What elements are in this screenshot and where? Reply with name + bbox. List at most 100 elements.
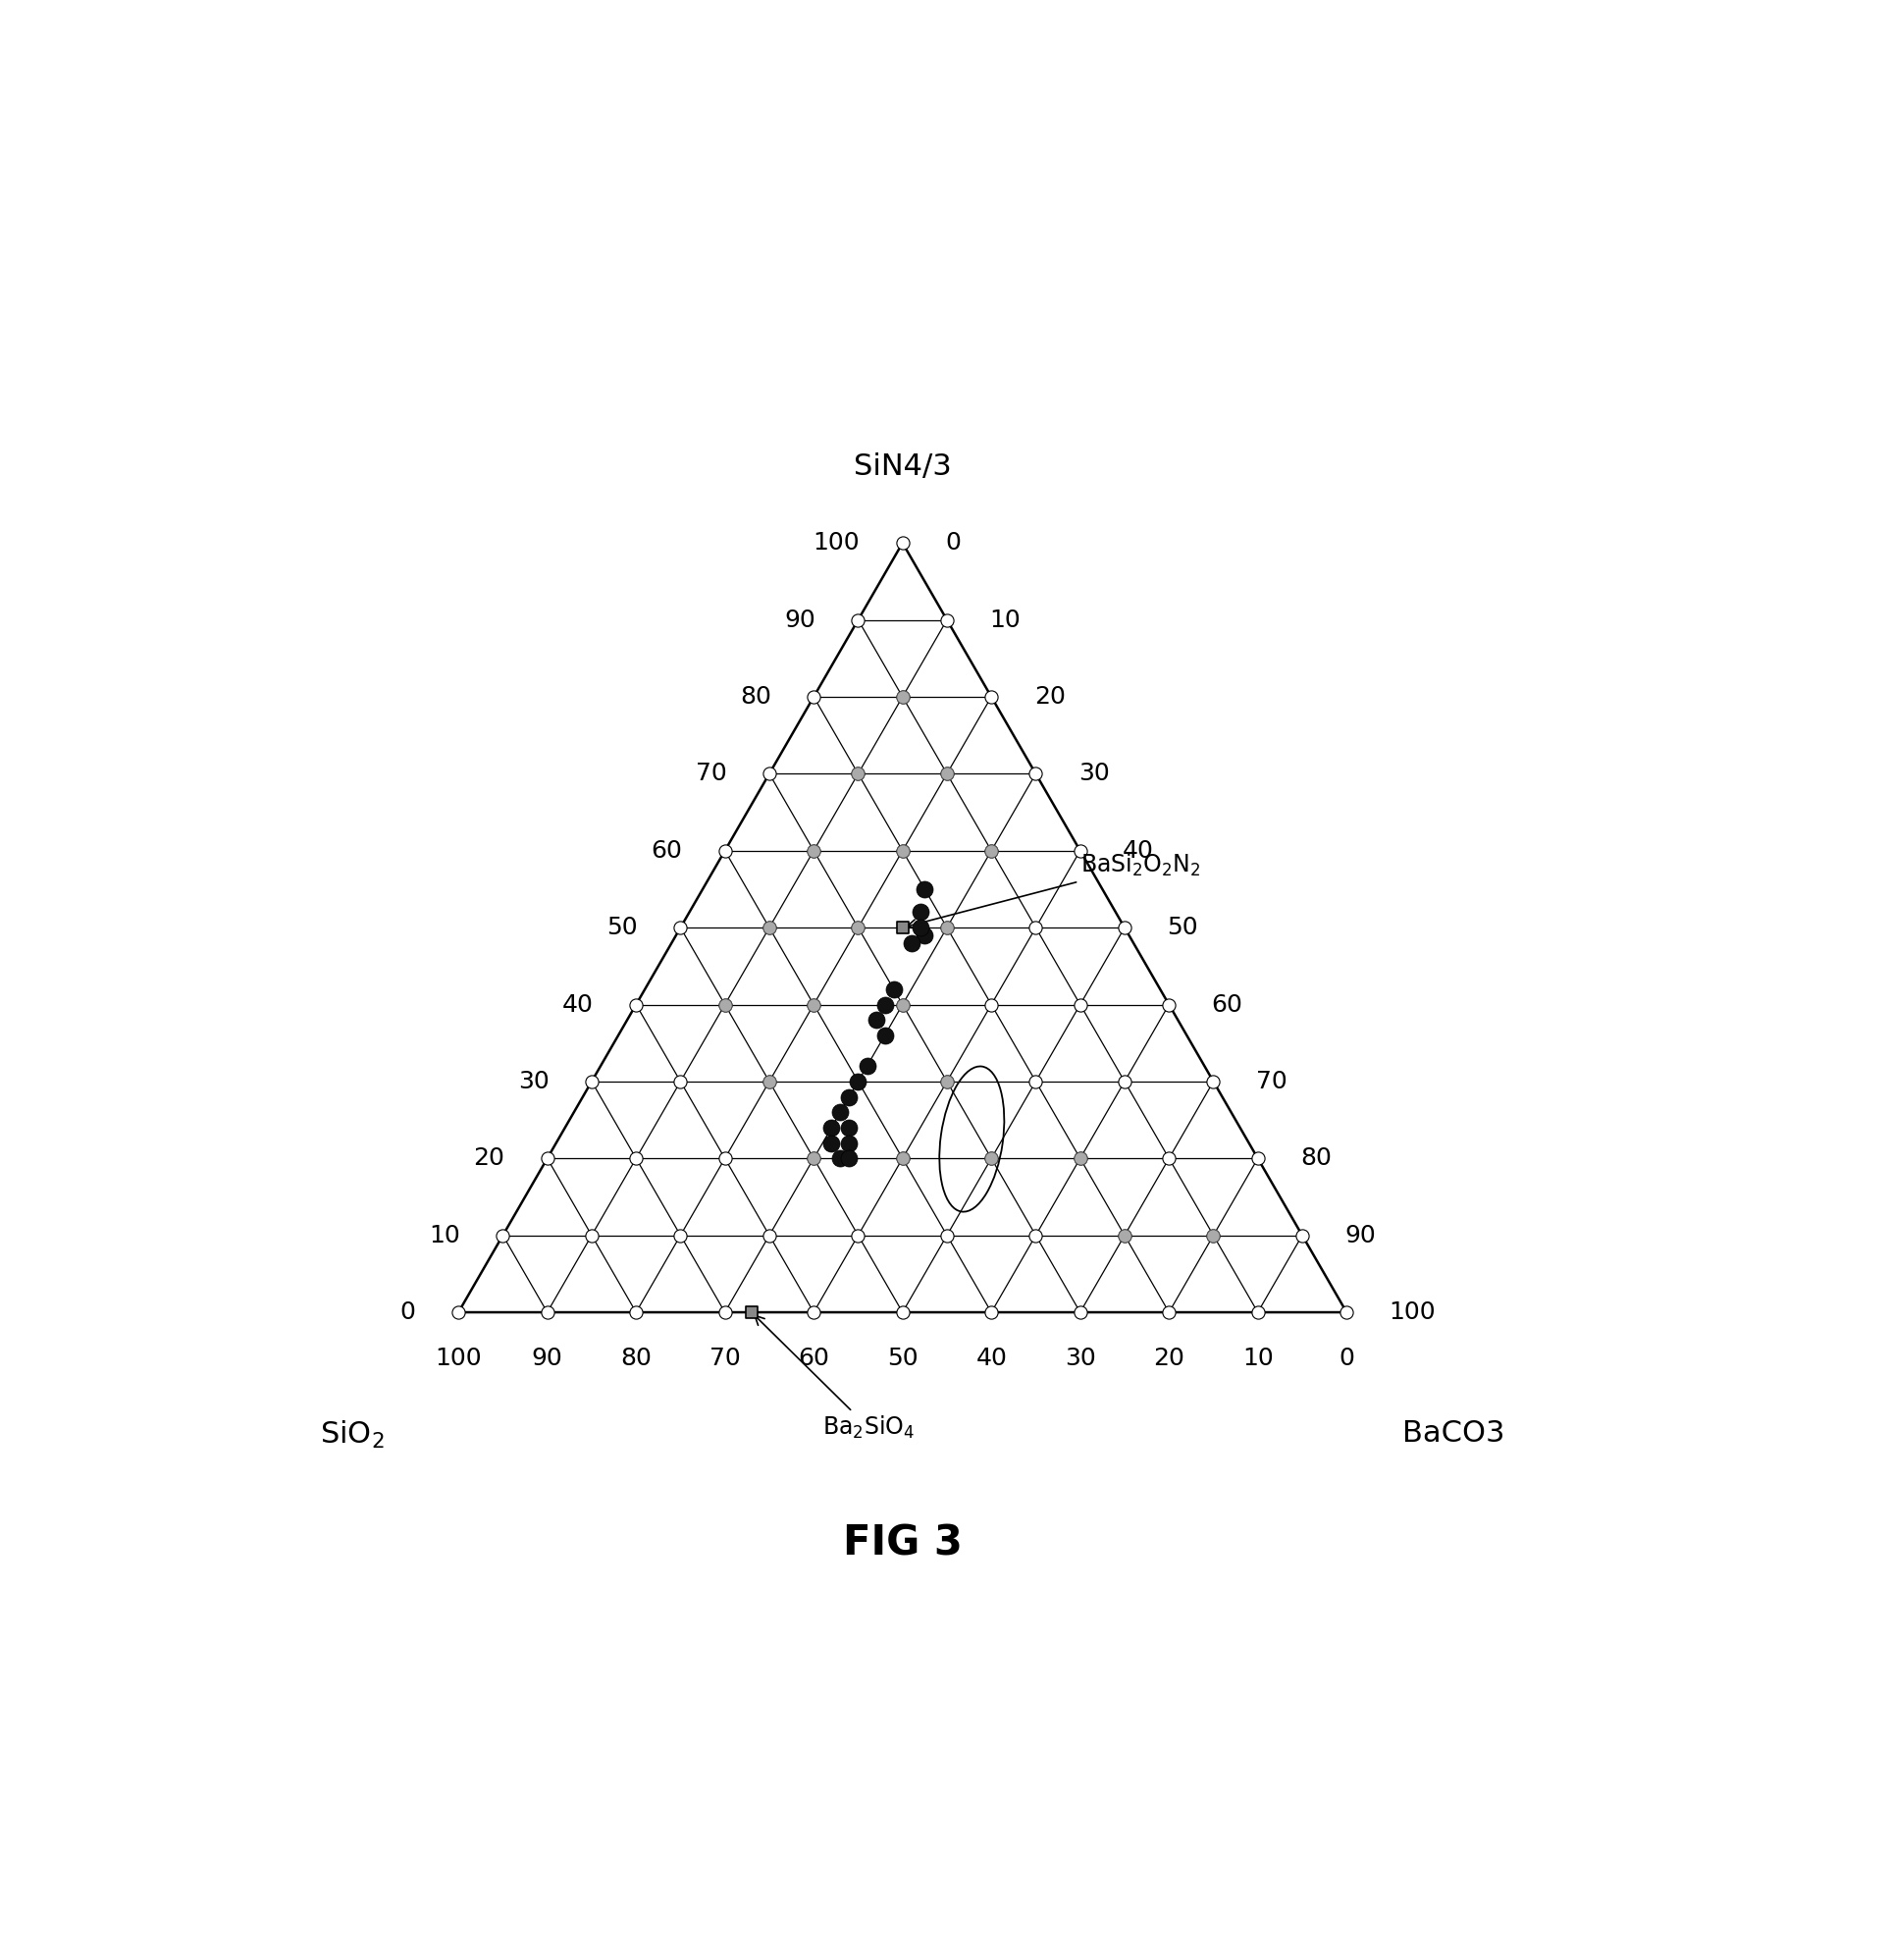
Text: SiN4/3: SiN4/3 bbox=[853, 453, 951, 480]
Point bbox=[879, 974, 910, 1005]
Point bbox=[887, 990, 917, 1021]
Text: 50: 50 bbox=[607, 915, 637, 939]
Point bbox=[843, 1066, 874, 1098]
Point bbox=[976, 1143, 1006, 1174]
Point bbox=[798, 1298, 828, 1329]
Point bbox=[887, 835, 917, 866]
Text: FIG 3: FIG 3 bbox=[843, 1523, 963, 1564]
Point bbox=[843, 911, 874, 943]
Point bbox=[843, 1066, 874, 1098]
Text: BaSi$_2$O$_2$N$_2$: BaSi$_2$O$_2$N$_2$ bbox=[908, 853, 1201, 929]
Text: 30: 30 bbox=[518, 1070, 548, 1094]
Text: 0: 0 bbox=[401, 1301, 416, 1325]
Point bbox=[932, 911, 963, 943]
Text: 20: 20 bbox=[1034, 686, 1065, 710]
Text: 40: 40 bbox=[562, 994, 594, 1017]
Text: 20: 20 bbox=[1154, 1347, 1184, 1370]
Text: 40: 40 bbox=[976, 1347, 1008, 1370]
Point bbox=[887, 835, 917, 866]
Point bbox=[887, 1143, 917, 1174]
Point bbox=[817, 1111, 847, 1143]
Point bbox=[577, 1066, 607, 1098]
Point bbox=[932, 604, 963, 635]
Point bbox=[1110, 1219, 1140, 1250]
Point bbox=[824, 1143, 855, 1174]
Text: 70: 70 bbox=[709, 1347, 741, 1370]
Point bbox=[976, 682, 1006, 713]
Point bbox=[824, 1096, 855, 1127]
Point bbox=[755, 911, 785, 943]
Point bbox=[976, 1298, 1006, 1329]
Point bbox=[1110, 1219, 1140, 1250]
Point bbox=[1065, 1143, 1095, 1174]
Point bbox=[755, 911, 785, 943]
Point bbox=[488, 1219, 518, 1250]
Point bbox=[906, 896, 936, 927]
Text: 0: 0 bbox=[946, 531, 961, 555]
Point bbox=[976, 835, 1006, 866]
Point bbox=[860, 1004, 891, 1035]
Point bbox=[1021, 911, 1051, 943]
Point bbox=[906, 911, 936, 943]
Point bbox=[620, 1143, 651, 1174]
Point bbox=[666, 1219, 696, 1250]
Point bbox=[932, 1066, 963, 1098]
Point bbox=[620, 1298, 651, 1329]
Point bbox=[755, 1066, 785, 1098]
Point bbox=[887, 911, 917, 943]
Point bbox=[736, 1298, 766, 1329]
Point bbox=[976, 835, 1006, 866]
Point bbox=[1021, 759, 1051, 790]
Point bbox=[887, 682, 917, 713]
Text: 100: 100 bbox=[1390, 1301, 1435, 1325]
Text: 90: 90 bbox=[785, 608, 815, 631]
Text: 50: 50 bbox=[887, 1347, 917, 1370]
Point bbox=[798, 682, 828, 713]
Point bbox=[1199, 1219, 1229, 1250]
Text: 60: 60 bbox=[1212, 994, 1242, 1017]
Text: 10: 10 bbox=[429, 1223, 460, 1247]
Point bbox=[1065, 1298, 1095, 1329]
Point bbox=[798, 1143, 828, 1174]
Point bbox=[843, 759, 874, 790]
Point bbox=[666, 911, 696, 943]
Point bbox=[887, 682, 917, 713]
Point bbox=[834, 1082, 864, 1113]
Point bbox=[798, 835, 828, 866]
Point bbox=[531, 1143, 562, 1174]
Text: 60: 60 bbox=[798, 1347, 830, 1370]
Text: 10: 10 bbox=[1242, 1347, 1273, 1370]
Point bbox=[1199, 1066, 1229, 1098]
Point bbox=[896, 927, 927, 958]
Text: SiO$_2$: SiO$_2$ bbox=[320, 1419, 384, 1450]
Text: 20: 20 bbox=[473, 1147, 505, 1170]
Point bbox=[1065, 1143, 1095, 1174]
Point bbox=[843, 759, 874, 790]
Point bbox=[577, 1219, 607, 1250]
Point bbox=[755, 1219, 785, 1250]
Point bbox=[1154, 1298, 1184, 1329]
Point bbox=[709, 835, 739, 866]
Point bbox=[1065, 835, 1095, 866]
Point bbox=[834, 1127, 864, 1158]
Point bbox=[1021, 1066, 1051, 1098]
Point bbox=[666, 1066, 696, 1098]
Point bbox=[932, 759, 963, 790]
Point bbox=[1021, 1219, 1051, 1250]
Text: 100: 100 bbox=[435, 1347, 482, 1370]
Point bbox=[932, 759, 963, 790]
Point bbox=[1242, 1298, 1273, 1329]
Point bbox=[798, 835, 828, 866]
Point bbox=[932, 911, 963, 943]
Point bbox=[620, 990, 651, 1021]
Text: 30: 30 bbox=[1065, 1347, 1095, 1370]
Point bbox=[870, 1019, 900, 1051]
Point bbox=[851, 1051, 881, 1082]
Text: 80: 80 bbox=[1301, 1147, 1331, 1170]
Text: 0: 0 bbox=[1339, 1347, 1354, 1370]
Point bbox=[755, 1066, 785, 1098]
Point bbox=[709, 1143, 739, 1174]
Point bbox=[1242, 1143, 1273, 1174]
Text: 60: 60 bbox=[651, 839, 683, 862]
Point bbox=[887, 1143, 917, 1174]
